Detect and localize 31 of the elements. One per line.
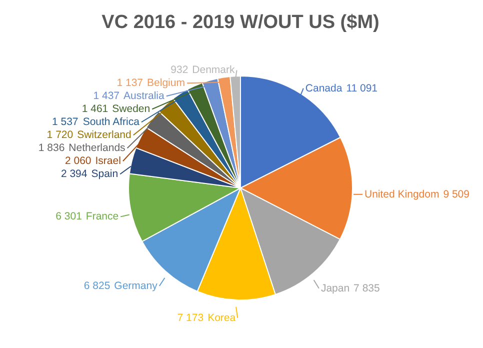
slice-label: Canada [305, 82, 342, 94]
data-label: 6 825 [84, 280, 110, 292]
slice-label: Netherlands [68, 142, 126, 154]
slice-label: Germany [114, 280, 158, 292]
data-label: 6 301 [56, 210, 82, 223]
data-label: 2 394 [60, 168, 88, 180]
data-label: 932 [170, 64, 188, 76]
chart-title: VC 2016 - 2019 W/OUT US ($M) [102, 12, 380, 33]
data-label: 1 720 [46, 129, 74, 142]
slice-label: Spain [91, 168, 118, 180]
slice-label: Australia [123, 90, 165, 102]
slice-label: Denmark [192, 64, 236, 76]
data-label: 1 836 [38, 142, 65, 154]
data-label: 1 461 [82, 103, 108, 116]
data-label: 9 509 [443, 188, 470, 200]
data-label: 2 060 [64, 155, 92, 168]
slice-label: United Kingdom [364, 188, 440, 200]
slice-label: Belgium [147, 77, 186, 90]
data-label: 1 137 [116, 77, 144, 90]
data-label: 7 173 [177, 312, 204, 324]
data-label: 1 537 [52, 116, 78, 128]
data-label: 7 835 [354, 282, 380, 294]
slice-label: Japan [320, 282, 350, 294]
slice-label: Sweden [112, 103, 150, 116]
data-label: 11 091 [346, 82, 378, 94]
slice-label: Switzerland [77, 129, 132, 142]
data-label: 1 437 [93, 90, 120, 102]
slice-label: South Africa [82, 116, 140, 128]
slice-label: Korea [208, 312, 236, 324]
slice-label: France [86, 210, 119, 223]
slice-label: Israel [95, 155, 121, 168]
